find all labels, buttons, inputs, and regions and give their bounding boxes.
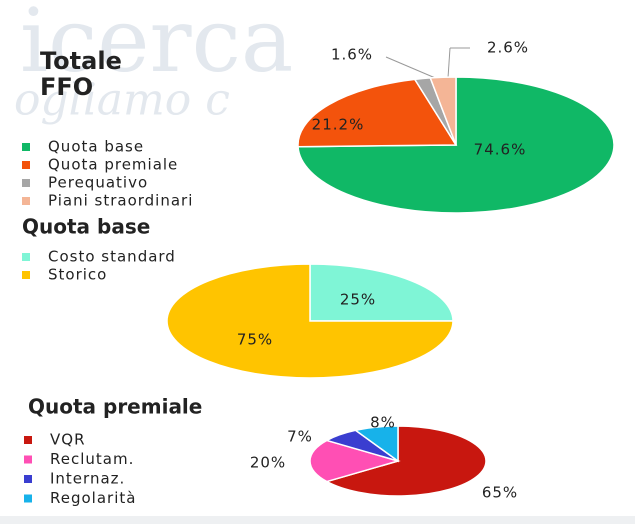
value-label: 1.6%: [331, 46, 373, 64]
pie-slice: [309, 439, 401, 483]
value-label: 7%: [287, 428, 313, 446]
pie-slice: [297, 78, 458, 148]
value-label: 21.2%: [312, 116, 365, 134]
value-label: 75%: [237, 331, 273, 349]
legend-label: Storico: [48, 266, 107, 284]
legend-label: Internaz.: [50, 470, 125, 488]
chart-title: Totale FFO: [40, 47, 122, 101]
legend-marker: [24, 455, 32, 464]
leader-line: [447, 47, 451, 79]
value-label: 2.6%: [487, 39, 529, 57]
footer-band: [0, 516, 635, 524]
legend-label: Costo standard: [48, 248, 176, 266]
legend-marker: [22, 161, 30, 169]
chart-title: Quota base: [22, 215, 150, 239]
legend-label: Perequativo: [48, 174, 148, 192]
leader-line: [385, 56, 441, 81]
pie-slice: [353, 425, 399, 463]
pie-slice: [166, 263, 454, 379]
legend-label: Quota base: [48, 138, 144, 156]
chart-title: Quota premiale: [28, 395, 202, 419]
legend-label: Piani straordinari: [48, 192, 193, 210]
legend-marker: [22, 253, 30, 261]
legend-label: VQR: [50, 431, 86, 449]
value-label: 74.6%: [474, 141, 527, 159]
legend-marker: [24, 436, 32, 444]
value-label: 25%: [340, 291, 376, 309]
pie-slice: [309, 263, 454, 322]
legend-marker: [24, 475, 32, 483]
value-label: 65%: [482, 484, 518, 502]
legend-label: Reclutam.: [50, 450, 134, 468]
value-label: 8%: [370, 414, 396, 432]
value-label: 20%: [250, 454, 286, 472]
legend-marker: [22, 179, 30, 187]
watermark: icerca: [20, 0, 293, 92]
watermark: ogliamo c: [14, 75, 230, 126]
legend-marker: [22, 143, 30, 151]
pie-slice: [429, 76, 457, 146]
pie-slice: [324, 425, 487, 497]
legend-label: Regolarità: [50, 489, 136, 507]
legend-label: Quota premiale: [48, 156, 178, 174]
legend-marker: [22, 271, 30, 279]
legend-marker: [22, 197, 30, 205]
legend-marker: [24, 494, 32, 503]
